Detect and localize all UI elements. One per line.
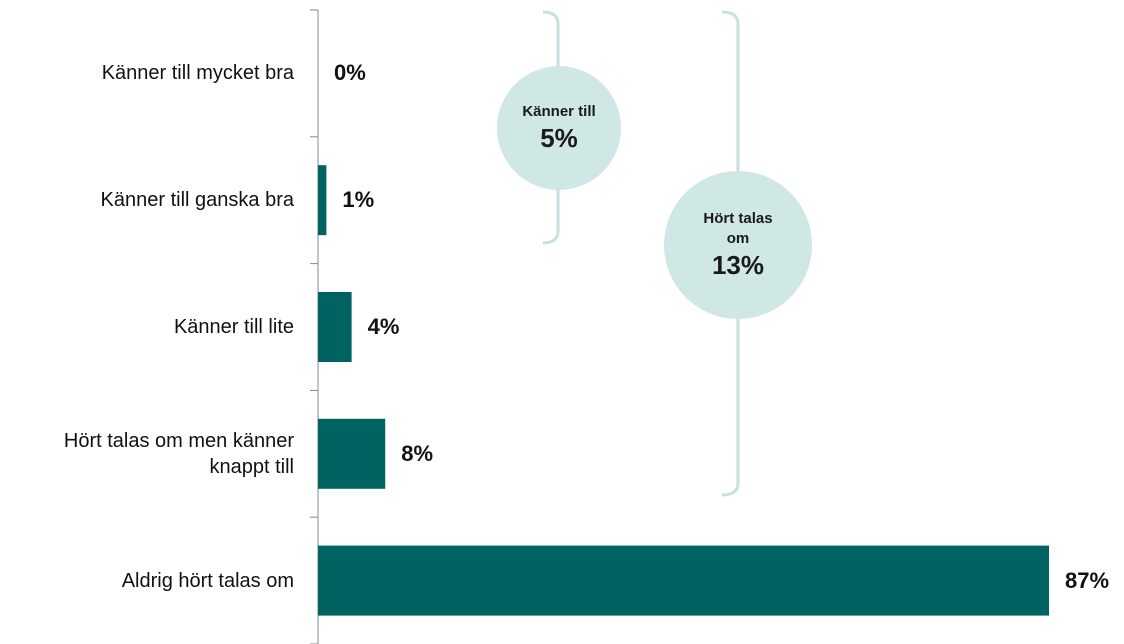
y-tick-label: Aldrig hört talas om xyxy=(121,569,294,592)
bubble xyxy=(664,171,812,319)
bar xyxy=(318,545,1049,616)
data-label: 0% xyxy=(334,60,366,86)
annotation-value: 13% xyxy=(711,250,765,280)
bar xyxy=(318,418,386,489)
data-label: 1% xyxy=(342,187,375,213)
bar xyxy=(318,292,352,362)
y-tick-label: Hört talas om men känner knappt till xyxy=(63,429,294,478)
bubble xyxy=(497,66,621,190)
y-tick-label: Känner till mycket bra xyxy=(101,62,294,85)
y-tick-label: Känner till ganska bra xyxy=(100,189,294,212)
bubble-label: Hört talas om 13% xyxy=(693,209,783,281)
data-label: 87% xyxy=(1065,567,1110,593)
annotation-value: 5% xyxy=(540,123,578,153)
bar xyxy=(318,165,327,236)
bubble-label: Känner till 5% xyxy=(519,102,599,154)
annotation-text: Hört talas om xyxy=(703,210,773,247)
y-tick-label: Känner till lite xyxy=(173,316,294,338)
annotation-text: Känner till xyxy=(522,103,596,120)
data-label: 4% xyxy=(367,314,400,339)
data-label: 8% xyxy=(401,440,433,466)
